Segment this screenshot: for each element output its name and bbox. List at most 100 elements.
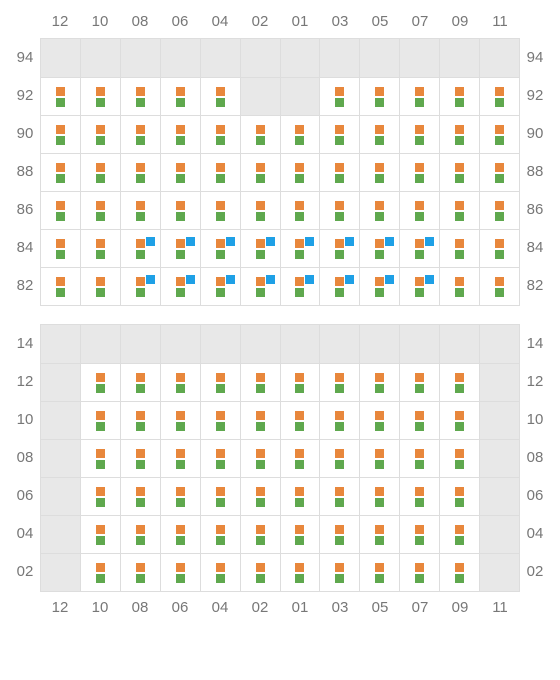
grid-cell[interactable] [479, 115, 519, 153]
grid-cell[interactable] [359, 363, 399, 401]
grid-cell[interactable] [399, 115, 439, 153]
grid-cell[interactable] [160, 363, 200, 401]
grid-cell[interactable] [160, 515, 200, 553]
grid-cell[interactable] [41, 39, 80, 77]
grid-cell[interactable] [280, 515, 320, 553]
grid-cell[interactable] [319, 439, 359, 477]
grid-cell[interactable] [120, 115, 160, 153]
grid-cell[interactable] [200, 515, 240, 553]
grid-cell[interactable] [280, 553, 320, 591]
grid-cell[interactable] [80, 325, 120, 363]
grid-cell[interactable] [200, 229, 240, 267]
grid-cell[interactable] [200, 477, 240, 515]
grid-cell[interactable] [160, 325, 200, 363]
grid-cell[interactable] [80, 267, 120, 305]
grid-cell[interactable] [359, 191, 399, 229]
grid-cell[interactable] [439, 363, 479, 401]
grid-cell[interactable] [80, 229, 120, 267]
grid-cell[interactable] [240, 439, 280, 477]
grid-cell[interactable] [200, 115, 240, 153]
grid-cell[interactable] [399, 439, 439, 477]
grid-cell[interactable] [479, 363, 519, 401]
grid-cell[interactable] [80, 439, 120, 477]
grid-cell[interactable] [399, 363, 439, 401]
grid-cell[interactable] [479, 439, 519, 477]
grid-cell[interactable] [240, 115, 280, 153]
grid-cell[interactable] [120, 477, 160, 515]
grid-cell[interactable] [359, 267, 399, 305]
grid-cell[interactable] [280, 267, 320, 305]
grid-cell[interactable] [399, 477, 439, 515]
grid-cell[interactable] [280, 39, 320, 77]
grid-cell[interactable] [200, 401, 240, 439]
grid-cell[interactable] [319, 115, 359, 153]
grid-cell[interactable] [399, 153, 439, 191]
grid-cell[interactable] [200, 153, 240, 191]
grid-cell[interactable] [359, 401, 399, 439]
grid-cell[interactable] [160, 39, 200, 77]
grid-cell[interactable] [200, 77, 240, 115]
grid-cell[interactable] [80, 401, 120, 439]
grid-cell[interactable] [80, 363, 120, 401]
grid-cell[interactable] [280, 401, 320, 439]
grid-cell[interactable] [439, 153, 479, 191]
grid-cell[interactable] [120, 325, 160, 363]
grid-cell[interactable] [200, 325, 240, 363]
grid-cell[interactable] [80, 115, 120, 153]
grid-cell[interactable] [240, 515, 280, 553]
grid-cell[interactable] [280, 325, 320, 363]
grid-cell[interactable] [439, 267, 479, 305]
grid-cell[interactable] [399, 325, 439, 363]
grid-cell[interactable] [280, 477, 320, 515]
grid-cell[interactable] [319, 77, 359, 115]
grid-cell[interactable] [41, 77, 80, 115]
grid-cell[interactable] [240, 229, 280, 267]
grid-cell[interactable] [41, 477, 80, 515]
grid-cell[interactable] [439, 515, 479, 553]
grid-cell[interactable] [160, 229, 200, 267]
grid-cell[interactable] [439, 39, 479, 77]
grid-cell[interactable] [479, 39, 519, 77]
grid-cell[interactable] [240, 477, 280, 515]
grid-cell[interactable] [41, 515, 80, 553]
grid-cell[interactable] [479, 191, 519, 229]
grid-cell[interactable] [439, 325, 479, 363]
grid-cell[interactable] [439, 77, 479, 115]
grid-cell[interactable] [280, 439, 320, 477]
grid-cell[interactable] [120, 77, 160, 115]
grid-cell[interactable] [120, 39, 160, 77]
grid-cell[interactable] [41, 401, 80, 439]
grid-cell[interactable] [319, 191, 359, 229]
grid-cell[interactable] [200, 553, 240, 591]
grid-cell[interactable] [120, 267, 160, 305]
grid-cell[interactable] [80, 153, 120, 191]
grid-cell[interactable] [240, 153, 280, 191]
grid-cell[interactable] [479, 153, 519, 191]
grid-cell[interactable] [120, 515, 160, 553]
grid-cell[interactable] [160, 77, 200, 115]
grid-cell[interactable] [439, 401, 479, 439]
grid-cell[interactable] [80, 39, 120, 77]
grid-cell[interactable] [120, 439, 160, 477]
grid-cell[interactable] [319, 267, 359, 305]
grid-cell[interactable] [439, 229, 479, 267]
grid-cell[interactable] [359, 229, 399, 267]
grid-cell[interactable] [160, 401, 200, 439]
grid-cell[interactable] [80, 477, 120, 515]
grid-cell[interactable] [359, 153, 399, 191]
grid-cell[interactable] [200, 267, 240, 305]
grid-cell[interactable] [240, 363, 280, 401]
grid-cell[interactable] [80, 77, 120, 115]
grid-cell[interactable] [120, 363, 160, 401]
grid-cell[interactable] [240, 267, 280, 305]
grid-cell[interactable] [200, 39, 240, 77]
grid-cell[interactable] [359, 39, 399, 77]
grid-cell[interactable] [439, 553, 479, 591]
grid-cell[interactable] [80, 191, 120, 229]
grid-cell[interactable] [359, 477, 399, 515]
grid-cell[interactable] [280, 229, 320, 267]
grid-cell[interactable] [359, 553, 399, 591]
grid-cell[interactable] [359, 515, 399, 553]
grid-cell[interactable] [200, 363, 240, 401]
grid-cell[interactable] [160, 267, 200, 305]
